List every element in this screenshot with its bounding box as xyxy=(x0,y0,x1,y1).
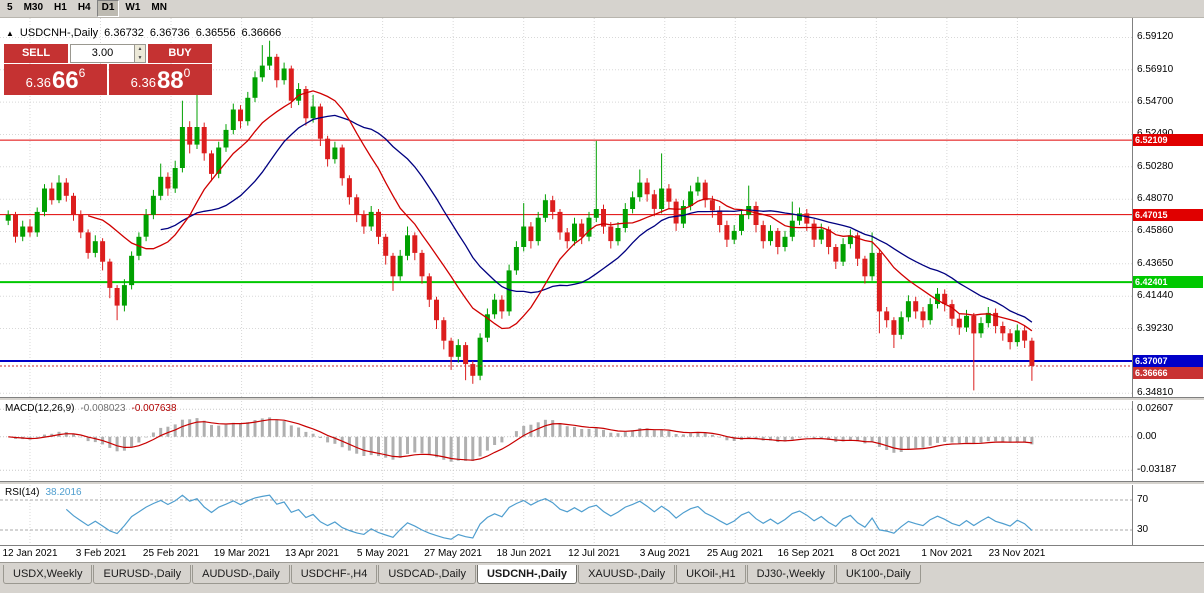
chart-tab-usdx-weekly[interactable]: USDX,Weekly xyxy=(3,565,93,584)
macd-chart[interactable] xyxy=(0,401,1132,481)
timeframe-toolbar: 5 M30 H1 H4 D1 W1 MN xyxy=(0,0,1204,18)
macd-name: MACD(12,26,9) xyxy=(5,403,75,414)
date-axis-label: 12 Jul 2021 xyxy=(568,548,620,559)
sell-button[interactable]: SELL xyxy=(4,44,68,63)
price-axis-label: 6.45860 xyxy=(1137,225,1174,236)
ask-price-big-digits: 88 xyxy=(156,67,184,94)
timeframe-button-h1[interactable]: H1 xyxy=(54,2,67,13)
volume-value[interactable]: 3.00 xyxy=(91,47,114,59)
timeframe-button-d1[interactable]: D1 xyxy=(96,0,120,17)
one-click-trading-panel: SELL 3.00 ▲ ▼ BUY 6.36 66 6 6.36 88 0 xyxy=(4,44,212,95)
ohlc-low: 6.36556 xyxy=(195,27,236,39)
price-axis-label: 6.34810 xyxy=(1137,387,1174,397)
date-axis-label: 3 Aug 2021 xyxy=(639,548,691,559)
volume-increase-button[interactable]: ▲ xyxy=(134,45,145,54)
timeframe-button-m30[interactable]: M30 xyxy=(23,2,44,13)
price-axis-label: 6.39230 xyxy=(1137,323,1174,334)
price-axis-label: 6.41440 xyxy=(1137,290,1174,301)
chart-tab-xauusd-daily[interactable]: XAUUSD-,Daily xyxy=(578,565,676,584)
price-level-badge: 6.47015 xyxy=(1133,209,1203,221)
rsi-label: RSI(14) 38.2016 xyxy=(5,487,82,498)
price-axis-label: 6.50280 xyxy=(1137,161,1174,172)
date-axis-label: 12 Jan 2021 xyxy=(2,548,58,559)
timeframe-button-w1[interactable]: W1 xyxy=(125,2,141,13)
date-axis-label: 23 Nov 2021 xyxy=(988,548,1046,559)
timeframe-button-h4[interactable]: H4 xyxy=(77,2,91,13)
volume-decrease-button[interactable]: ▼ xyxy=(134,53,145,62)
price-axis-label: 6.48070 xyxy=(1137,193,1174,204)
date-axis-label: 16 Sep 2021 xyxy=(777,548,835,559)
price-level-badge: 6.52109 xyxy=(1133,134,1203,146)
chart-ohlc-line: ▲ USDCNH-,Daily 6.36732 6.36736 6.36556 … xyxy=(6,27,281,39)
price-level-badge: 6.42401 xyxy=(1133,276,1203,288)
price-axis-label: 6.59120 xyxy=(1137,31,1174,42)
chart-tab-audusd-daily[interactable]: AUDUSD-,Daily xyxy=(192,565,290,584)
price-level-badge: 6.36666 xyxy=(1133,367,1203,379)
ohlc-open: 6.36732 xyxy=(104,27,144,39)
sell-price-button[interactable]: 6.36 66 6 xyxy=(4,64,107,95)
date-axis-label: 25 Aug 2021 xyxy=(706,548,764,559)
macd-main-value: -0.008023 xyxy=(80,403,126,414)
price-axis-label: 6.54700 xyxy=(1137,96,1174,107)
timeframe-button-5[interactable]: 5 xyxy=(7,2,13,13)
ohlc-high: 6.36736 xyxy=(149,27,190,39)
chart-tab-usdcnh-daily[interactable]: USDCNH-,Daily xyxy=(476,565,578,584)
chart-tab-usdchf-h4[interactable]: USDCHF-,H4 xyxy=(290,565,378,584)
chart-tab-eurusd-daily[interactable]: EURUSD-,Daily xyxy=(93,565,192,584)
symbol-info-icon[interactable]: ▲ xyxy=(6,28,14,38)
price-axis-label: 6.43650 xyxy=(1137,258,1174,269)
volume-spinner: ▲ ▼ xyxy=(134,45,145,62)
macd-label: MACD(12,26,9) -0.008023 -0.007638 xyxy=(5,403,177,414)
ohlc-close: 6.36666 xyxy=(241,27,282,39)
bid-price-big-digits: 66 xyxy=(51,67,79,94)
rsi-axis-label: 70 xyxy=(1137,494,1149,505)
volume-control[interactable]: 3.00 ▲ ▼ xyxy=(70,44,146,63)
price-axis-label: 6.52490 xyxy=(1137,128,1173,139)
macd-axis[interactable]: 0.02607 0.00 -0.03187 xyxy=(1132,401,1204,481)
price-axis[interactable]: 6.59120 6.56910 6.54700 6.52490 6.50280 6.480… xyxy=(1132,18,1204,397)
rsi-chart[interactable] xyxy=(0,485,1132,545)
chart-tab-dj30-weekly[interactable]: DJ30-,Weekly xyxy=(746,565,835,584)
chart-tabbar: USDX,Weekly EURUSD-,Daily AUDUSD-,Daily USD… xyxy=(0,562,1204,593)
chart-tab-usdcad-daily[interactable]: USDCAD-,Daily xyxy=(378,565,476,584)
main-chart-panel: 6.59120 6.56910 6.54700 6.52490 6.50280 6.480… xyxy=(0,18,1204,397)
rsi-value: 38.2016 xyxy=(45,487,82,498)
chart-symbol-label: USDCNH-,Daily xyxy=(19,27,99,39)
panel-splitter[interactable] xyxy=(0,481,1204,485)
chart-window: 6.59120 6.56910 6.54700 6.52490 6.50280 6.480… xyxy=(0,18,1204,593)
bid-price-prefix: 6.36 xyxy=(25,75,51,90)
rsi-axis[interactable]: 70 30 xyxy=(1132,485,1204,545)
time-axis[interactable]: 12 Jan 2021 3 Feb 2021 25 Feb 2021 19 Mar 2… xyxy=(0,545,1204,562)
chart-tab-ukoil-h1[interactable]: UKOil-,H1 xyxy=(676,565,746,584)
date-axis-label: 13 Apr 2021 xyxy=(285,548,339,559)
date-axis-label: 18 Jun 2021 xyxy=(496,548,552,559)
main-price-chart[interactable] xyxy=(0,18,1132,397)
price-level-badge: 6.37007 xyxy=(1133,355,1203,367)
macd-panel: 0.02607 0.00 -0.03187 MACD(12,26,9) -0.008… xyxy=(0,401,1204,481)
date-axis-label: 27 May 2021 xyxy=(424,548,482,559)
ask-price-pipette: 0 xyxy=(183,66,191,80)
buy-price-button[interactable]: 6.36 88 0 xyxy=(109,64,212,95)
chart-tab-uk100-daily[interactable]: UK100-,Daily xyxy=(835,565,921,584)
panel-splitter[interactable] xyxy=(0,397,1204,401)
macd-signal-value: -0.007638 xyxy=(131,403,177,414)
macd-axis-label: 0.00 xyxy=(1137,431,1157,442)
rsi-name: RSI(14) xyxy=(5,487,40,498)
rsi-axis-label: 30 xyxy=(1137,524,1149,535)
date-axis-label: 1 Nov 2021 xyxy=(921,548,973,559)
macd-axis-label: 0.02607 xyxy=(1137,403,1174,414)
price-axis-label: 6.56910 xyxy=(1137,64,1174,75)
ask-price-prefix: 6.36 xyxy=(130,75,156,90)
date-axis-label: 25 Feb 2021 xyxy=(142,548,200,559)
date-axis-label: 3 Feb 2021 xyxy=(75,548,127,559)
date-axis-label: 19 Mar 2021 xyxy=(213,548,271,559)
date-axis-label: 5 May 2021 xyxy=(356,548,410,559)
bid-price-pipette: 6 xyxy=(78,66,86,80)
timeframe-button-mn[interactable]: MN xyxy=(151,2,167,13)
buy-button[interactable]: BUY xyxy=(148,44,212,63)
rsi-panel: 70 30 RSI(14) 38.2016 xyxy=(0,485,1204,545)
date-axis-label: 8 Oct 2021 xyxy=(851,548,901,559)
macd-axis-label: -0.03187 xyxy=(1137,464,1177,475)
